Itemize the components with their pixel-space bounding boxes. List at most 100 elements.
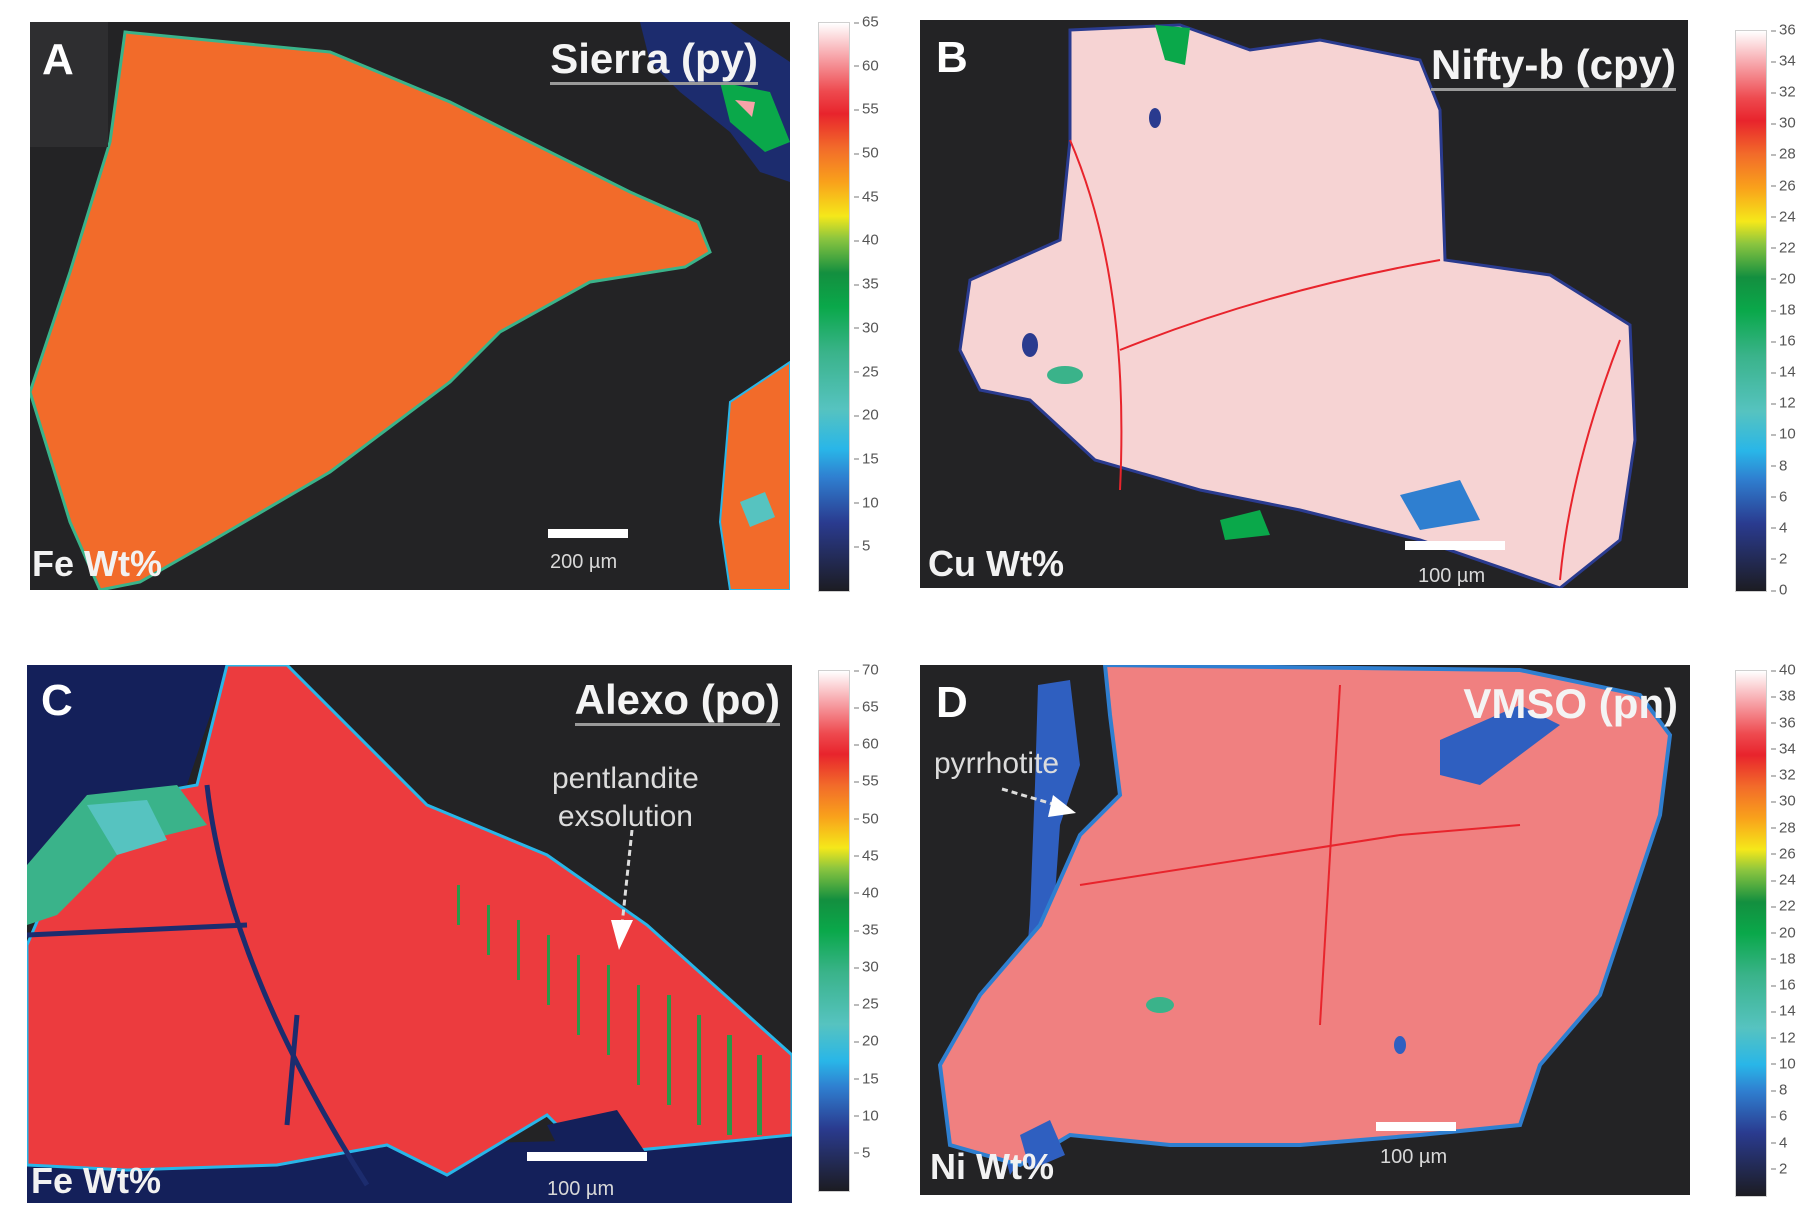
colorbar-tick-label: 20 (854, 1032, 879, 1050)
colorbar-tick-label: 8 (1770, 457, 1788, 475)
colorbar-tick-label: 32 (1771, 83, 1796, 101)
panel-title: Sierra (py) (550, 38, 758, 85)
colorbar-tick-label: 22 (1771, 239, 1796, 257)
colorbar-tick-label: 26 (1771, 177, 1796, 195)
colorbar-tick-label: 24 (1771, 871, 1796, 889)
colorbar-tick-label: 4 (1770, 519, 1788, 537)
colorbar-tick-label: 10 (854, 1107, 879, 1125)
colorbar-tick-label: 10 (1771, 425, 1796, 443)
colorbar-tick-label: 34 (1771, 740, 1796, 758)
panel-letter-box (30, 22, 108, 147)
ni-map-image (937, 665, 1673, 1175)
scale-bar-label: 100 µm (1380, 1146, 1448, 1168)
panel-letter: A (42, 35, 74, 84)
colorbar-tick-label: 50 (854, 144, 879, 162)
scale-bar-label: 100 µm (547, 1178, 615, 1200)
colorbar-tick-label: 14 (1771, 363, 1796, 381)
fe-map-image (27, 665, 792, 1203)
fe-map-image (30, 22, 790, 590)
panel-b-nifty-cpy-map: B Nifty-b (cpy) Cu Wt% 100 µm (920, 20, 1688, 588)
colorbar-tick-label: 45 (854, 847, 879, 865)
scale-bar-label: 200 µm (550, 551, 618, 573)
colorbar-b (1735, 30, 1767, 592)
colorbar-tick-label: 50 (854, 810, 879, 828)
colorbar-tick-label: 36 (1771, 714, 1796, 731)
colorbar-tick-label: 25 (854, 363, 879, 381)
colorbar-tick-label: 40 (854, 231, 879, 249)
colorbar-tick-label: 24 (1771, 208, 1796, 226)
colorbar-tick-label: 55 (854, 772, 879, 790)
colorbar-tick-label: 2 (1770, 550, 1788, 568)
colorbar-tick-label: 15 (854, 1070, 879, 1088)
panel-letter: D (936, 678, 968, 727)
colorbar-tick-label: 22 (1771, 897, 1796, 915)
panel-title: VMSO (pn) (1463, 680, 1678, 727)
annotation-line-1: pyrrhotite (934, 747, 1060, 780)
colorbar-tick-label: 20 (1771, 924, 1796, 941)
panel-title: Nifty-b (cpy) (1431, 44, 1676, 91)
colorbar-tick-label: 30 (854, 958, 879, 976)
colorbar-tick-label: 60 (854, 735, 879, 753)
annotation-line-2: exsolution (557, 799, 693, 833)
colorbar-tick-label: 35 (854, 275, 879, 293)
colorbar-tick-label: 60 (854, 57, 879, 75)
colorbar-tick-label: 65 (854, 698, 879, 716)
colorbar-tick-label: 14 (1771, 1002, 1796, 1020)
scale-bar (548, 529, 628, 538)
colorbar-tick-label: 38 (1771, 687, 1796, 705)
annotation-pyrrhotite: pyrrhotite (934, 745, 1059, 783)
colorbar-tick-label: 12 (1771, 1029, 1796, 1046)
colorbar-tick-label: 0 (1770, 581, 1788, 599)
colorbar-c-ticks: 70 65 60 55 50 45 40 35 30 25 20 15 10 5 (853, 663, 892, 1190)
colorbar-tick-label: 6 (1770, 1107, 1788, 1125)
colorbar-tick-label: 65 (854, 13, 879, 31)
colorbar-tick-label: 55 (854, 100, 879, 118)
panel-c-alexo-po-map: C Alexo (po) pentlandite exsolution Fe W… (27, 665, 792, 1203)
colorbar-tick-label: 40 (854, 884, 879, 902)
colorbar-tick-label: 30 (1771, 114, 1796, 132)
panel-a-sierra-py-map: A Sierra (py) Fe Wt% 200 µm (30, 22, 790, 590)
colorbar-tick-label: 6 (1770, 488, 1788, 506)
element-label: Ni Wt% (930, 1146, 1054, 1187)
colorbar-tick-label: 34 (1771, 52, 1796, 70)
scale-bar (1376, 1122, 1456, 1131)
arrow-icon (1001, 787, 1076, 817)
colorbar-b-ticks: 36 34 32 30 28 26 24 22 20 18 16 14 12 10 8 6 4 2 0 (1770, 23, 1806, 598)
panel-title: Alexo (po) (574, 679, 780, 726)
colorbar-a (818, 22, 850, 592)
colorbar-tick-label: 25 (854, 995, 879, 1013)
colorbar-tick-label: 26 (1771, 845, 1796, 863)
colorbar-tick-label: 30 (854, 319, 879, 337)
colorbar-d (1735, 670, 1767, 1197)
panel-letter: C (41, 676, 73, 725)
colorbar-tick-label: 10 (1771, 1055, 1796, 1073)
colorbar-tick-label: 36 (1771, 21, 1796, 39)
colorbar-tick-label: 16 (1771, 332, 1796, 350)
cu-map-image (958, 23, 1637, 588)
colorbar-tick-label: 30 (1771, 792, 1796, 810)
colorbar-tick-label: 5 (853, 1144, 871, 1162)
colorbar-tick-label: 12 (1771, 394, 1796, 412)
colorbar-a-ticks: 65 60 55 50 45 40 35 30 25 20 15 10 5 (853, 15, 902, 590)
colorbar-tick-label: 28 (1771, 819, 1796, 836)
colorbar-d-ticks: 40 38 36 34 32 30 28 26 24 22 20 18 16 14 12 10 8 6 4 2 (1770, 663, 1806, 1195)
element-label: Cu Wt% (928, 543, 1064, 584)
element-label: Fe Wt% (31, 1160, 161, 1201)
colorbar-tick-label: 2 (1770, 1160, 1788, 1178)
colorbar-tick-label: 5 (853, 537, 871, 555)
colorbar-tick-label: 10 (854, 494, 879, 512)
colorbar-tick-label: 4 (1770, 1134, 1788, 1151)
arrow-icon (611, 830, 634, 950)
colorbar-tick-label: 32 (1771, 766, 1796, 784)
colorbar-tick-label: 8 (1770, 1081, 1788, 1099)
colorbar-tick-label: 18 (1771, 950, 1796, 968)
element-label: Fe Wt% (32, 543, 162, 584)
colorbar-tick-label: 18 (1771, 301, 1796, 319)
colorbar-tick-label: 40 (1771, 661, 1796, 679)
scale-bar (1405, 541, 1505, 550)
colorbar-tick-label: 16 (1771, 976, 1796, 994)
colorbar-tick-label: 20 (854, 406, 879, 424)
colorbar-tick-label: 35 (854, 921, 879, 939)
colorbar-tick-label: 28 (1771, 145, 1796, 163)
scale-bar (527, 1152, 647, 1161)
